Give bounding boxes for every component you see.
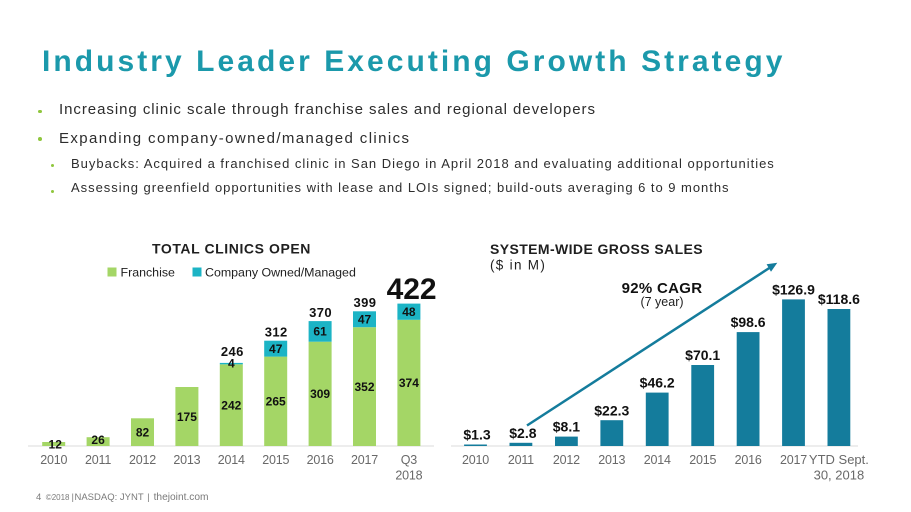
svg-text:2013: 2013 — [173, 453, 200, 467]
svg-text:$118.6: $118.6 — [818, 291, 860, 307]
svg-text:(7 year): (7 year) — [640, 295, 683, 309]
svg-text:48: 48 — [402, 305, 416, 319]
svg-text:26: 26 — [91, 433, 105, 447]
svg-text:$22.3: $22.3 — [594, 402, 629, 418]
svg-text:2018: 2018 — [395, 469, 422, 483]
svg-text:175: 175 — [177, 410, 197, 424]
svg-text:2010: 2010 — [462, 453, 489, 467]
svg-text:$70.1: $70.1 — [685, 347, 720, 363]
svg-text:422: 422 — [387, 273, 437, 306]
svg-text:2016: 2016 — [735, 453, 762, 467]
svg-text:61: 61 — [313, 324, 327, 338]
svg-text:$46.2: $46.2 — [640, 375, 675, 391]
svg-text:30, 2018: 30, 2018 — [814, 468, 865, 483]
svg-text:242: 242 — [221, 399, 241, 413]
svg-text:370: 370 — [309, 305, 332, 320]
svg-text:2015: 2015 — [262, 453, 289, 467]
svg-text:SYSTEM-WIDE GROSS SALES: SYSTEM-WIDE GROSS SALES — [490, 241, 703, 257]
svg-text:12: 12 — [49, 438, 63, 452]
svg-text:$126.9: $126.9 — [772, 282, 815, 298]
svg-text:$1.3: $1.3 — [463, 427, 490, 443]
svg-text:352: 352 — [354, 380, 374, 394]
svg-text:2017: 2017 — [351, 453, 378, 467]
svg-text:2014: 2014 — [644, 453, 671, 467]
svg-text:82: 82 — [136, 426, 150, 440]
svg-text:TOTAL CLINICS OPEN: TOTAL CLINICS OPEN — [152, 241, 311, 257]
svg-text:$8.1: $8.1 — [553, 419, 580, 435]
svg-text:2017: 2017 — [780, 453, 807, 467]
svg-text:374: 374 — [399, 376, 419, 390]
svg-text:4: 4 — [228, 357, 235, 371]
svg-text:312: 312 — [265, 325, 288, 340]
svg-text:309: 309 — [310, 387, 330, 401]
svg-text:2010: 2010 — [40, 453, 67, 467]
svg-text:2015: 2015 — [689, 453, 716, 467]
svg-text:2012: 2012 — [129, 453, 156, 467]
svg-text:2014: 2014 — [218, 453, 245, 467]
svg-text:2011: 2011 — [85, 453, 111, 467]
svg-text:$2.8: $2.8 — [509, 425, 536, 441]
svg-text:2016: 2016 — [307, 453, 334, 467]
svg-text:2012: 2012 — [553, 453, 580, 467]
svg-text:2013: 2013 — [598, 453, 625, 467]
svg-text:47: 47 — [269, 342, 283, 356]
svg-text:246: 246 — [221, 344, 244, 359]
svg-text:2011: 2011 — [508, 453, 534, 467]
svg-text:YTD Sept.: YTD Sept. — [809, 452, 869, 467]
svg-text:Q3: Q3 — [401, 453, 418, 467]
svg-text:Franchise: Franchise — [121, 266, 176, 280]
svg-text:Company Owned/Managed: Company Owned/Managed — [205, 266, 356, 280]
svg-text:399: 399 — [354, 295, 377, 310]
svg-text:$98.6: $98.6 — [731, 314, 766, 330]
svg-text:92% CAGR: 92% CAGR — [622, 280, 703, 297]
svg-text:47: 47 — [358, 313, 372, 327]
svg-text:265: 265 — [266, 395, 286, 409]
svg-text:($ in M): ($ in M) — [490, 258, 546, 273]
